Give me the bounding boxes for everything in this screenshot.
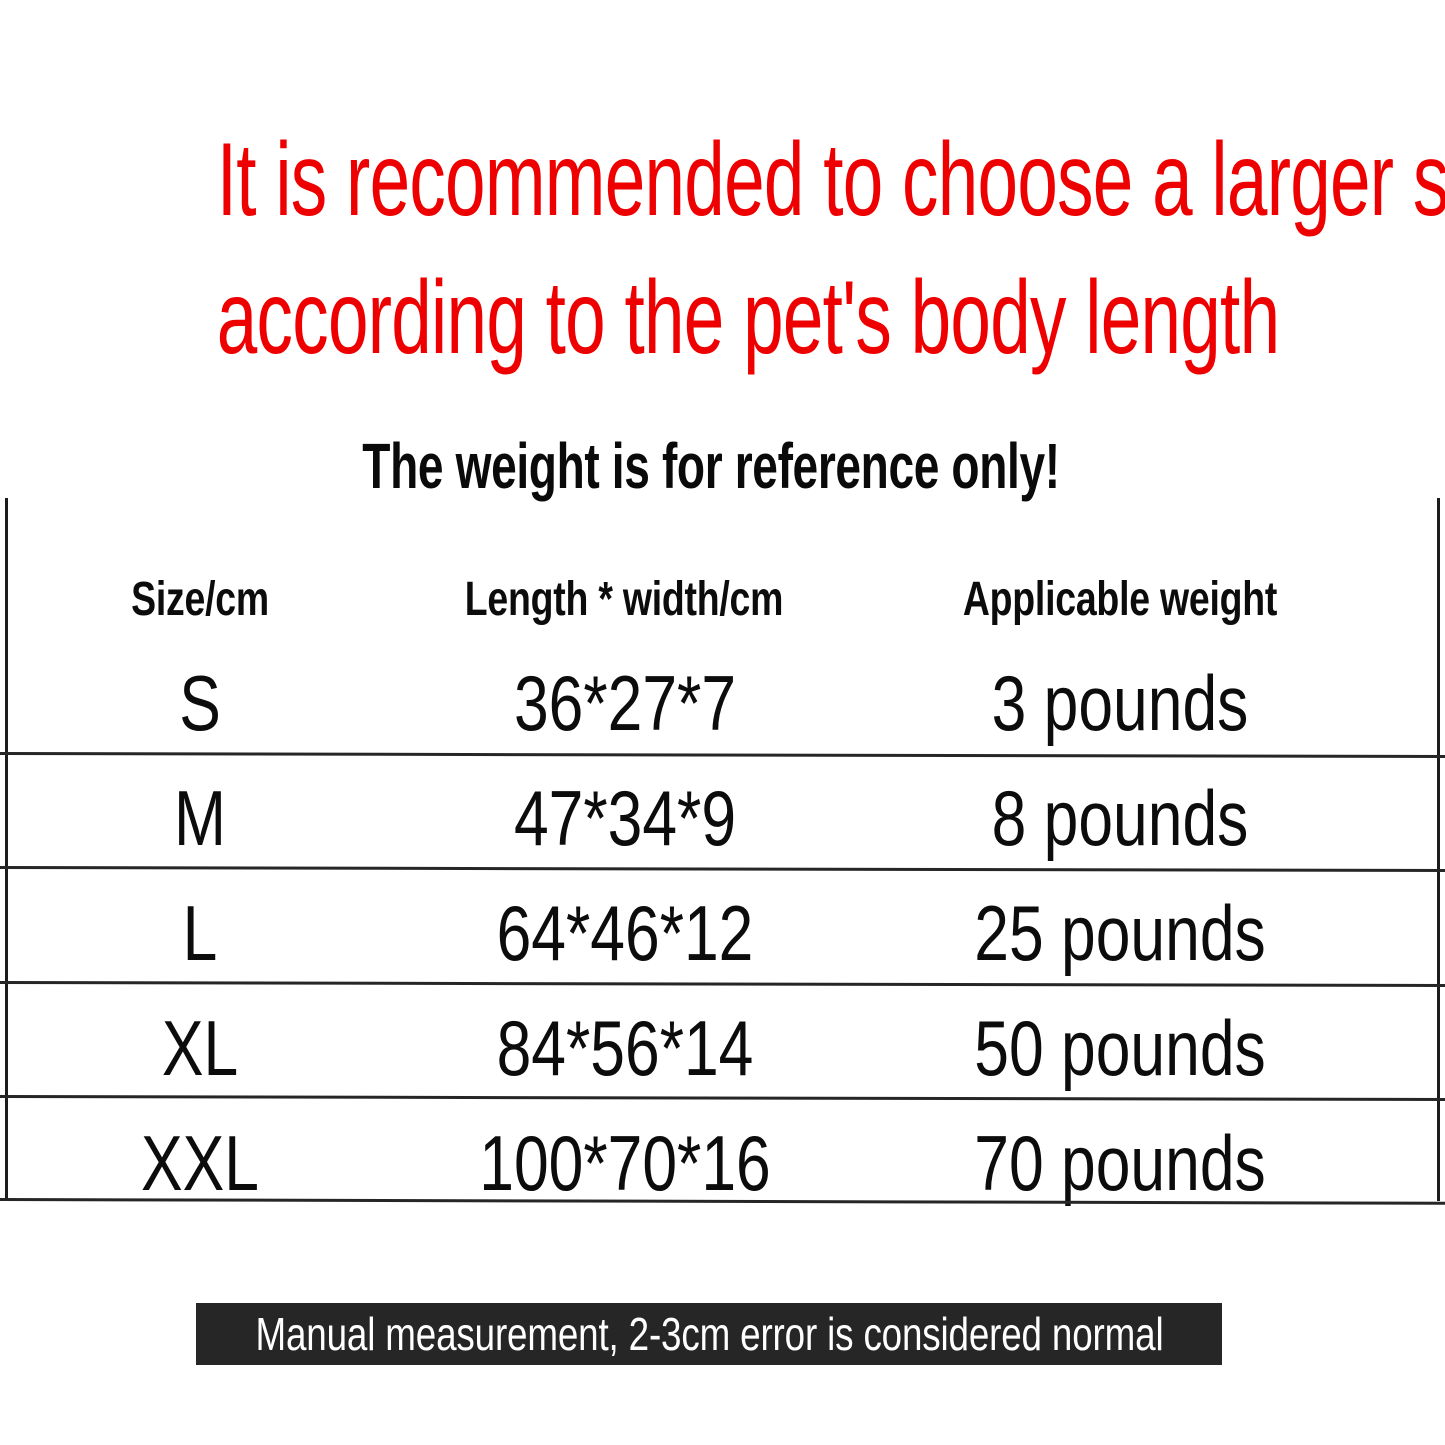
cell-dimensions: 64*46*12 [496, 889, 754, 977]
table-row: S 36*27*7 3 pounds [0, 658, 1445, 748]
row-divider [0, 866, 1445, 873]
footer-note-banner: Manual measurement, 2-3cm error is consi… [196, 1303, 1222, 1365]
row-divider [0, 981, 1445, 988]
footer-note-text: Manual measurement, 2-3cm error is consi… [255, 1308, 1163, 1360]
table-right-border [1437, 498, 1440, 1201]
cell-size: S [179, 659, 221, 747]
subtitle-weight-reference: The weight is for reference only! [362, 430, 1060, 502]
size-table: Size/cm Length * width/cm Applicable wei… [0, 498, 1445, 1205]
cell-weight: 50 pounds [974, 1004, 1266, 1092]
header-weight: Applicable weight [962, 573, 1278, 626]
cell-weight: 3 pounds [991, 659, 1249, 747]
table-row: M 47*34*9 8 pounds [0, 773, 1445, 863]
cell-dimensions: 36*27*7 [513, 659, 737, 747]
cell-dimensions: 47*34*9 [513, 774, 737, 862]
cell-dimensions: 100*70*16 [479, 1119, 771, 1207]
cell-weight: 8 pounds [991, 774, 1249, 862]
table-header-row: Size/cm Length * width/cm Applicable wei… [0, 572, 1445, 628]
cell-size: L [182, 889, 218, 977]
cell-weight: 25 pounds [974, 889, 1266, 977]
cell-weight: 70 pounds [974, 1119, 1266, 1207]
header-size: Size/cm [131, 573, 269, 626]
table-row: XXL 100*70*16 70 pounds [0, 1118, 1445, 1208]
table-left-border [5, 498, 8, 1201]
headline-line-2: according to the pet's body length [216, 260, 1280, 376]
cell-size: XL [161, 1004, 239, 1092]
row-divider [0, 1095, 1445, 1102]
row-divider [0, 752, 1445, 759]
table-row: XL 84*56*14 50 pounds [0, 1003, 1445, 1093]
headline-line-1: It is recommended to choose a larger siz… [216, 122, 1445, 238]
cell-size: XXL [141, 1119, 259, 1207]
header-dimensions: Length * width/cm [464, 573, 784, 626]
cell-dimensions: 84*56*14 [496, 1004, 754, 1092]
table-row: L 64*46*12 25 pounds [0, 888, 1445, 978]
cell-size: M [174, 774, 226, 862]
